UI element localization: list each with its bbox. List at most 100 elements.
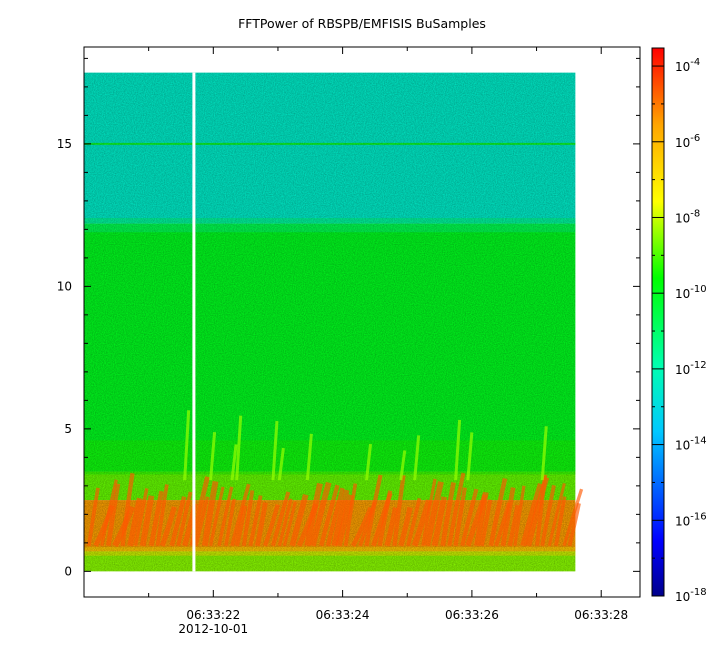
chorus-streak xyxy=(305,433,313,481)
chorus-streak xyxy=(440,482,456,547)
chorus-streak xyxy=(325,487,345,547)
chorus-streak xyxy=(547,483,566,547)
chorus-streak xyxy=(424,481,444,547)
chorus-streak xyxy=(86,487,100,546)
colorbar xyxy=(651,47,665,597)
y-axis: 0 5 10 15 xyxy=(57,57,640,578)
chorus-streak xyxy=(230,483,251,547)
chorus-streak xyxy=(331,489,350,547)
chorus-streak xyxy=(398,506,413,547)
x-tick-label: 06:33:26 xyxy=(445,608,499,622)
chorus-streak xyxy=(289,493,309,547)
chorus-streak xyxy=(365,443,373,481)
chorus-streak xyxy=(235,415,243,481)
chorus-streak xyxy=(431,496,448,547)
chorus-streak xyxy=(133,488,149,547)
chorus-streak xyxy=(100,479,118,547)
chorus-streak xyxy=(567,502,581,547)
chorus-streak xyxy=(377,490,393,547)
chart-title: FFTPower of RBSPB/EMFISIS BuSamples xyxy=(238,16,486,31)
chorus-streak xyxy=(282,501,297,547)
chorus-streak xyxy=(399,450,407,481)
chorus-streak xyxy=(520,483,544,547)
chorus-streak xyxy=(106,483,121,547)
colorbar-tick-label: 10-12 xyxy=(675,360,707,377)
chorus-streak xyxy=(208,486,225,547)
chorus-streak xyxy=(507,504,520,547)
chorus-streak xyxy=(351,506,373,547)
chorus-streak xyxy=(540,484,556,547)
chorus-streak xyxy=(447,472,466,547)
chorus-streak xyxy=(335,494,355,547)
chorus-streak xyxy=(120,472,135,546)
chorus-streak xyxy=(343,483,358,546)
chorus-streak xyxy=(254,502,268,547)
chorus-streak xyxy=(421,478,437,546)
chorus-streak xyxy=(474,491,489,547)
chorus-streak xyxy=(535,474,548,546)
chorus-streak xyxy=(224,498,236,547)
chorus-streak xyxy=(454,419,462,481)
chorus-bursts xyxy=(86,410,584,548)
chorus-streak xyxy=(406,497,422,547)
colorbar-tick-label: 10-4 xyxy=(675,57,700,74)
colorbar-tick-label: 10-10 xyxy=(675,284,707,301)
x-tick-label: 06:33:22 xyxy=(186,608,240,622)
chorus-streak xyxy=(217,486,234,547)
chorus-streak xyxy=(139,495,155,547)
y-tick-label: 15 xyxy=(57,137,72,151)
y-tick-label: 10 xyxy=(57,279,72,293)
chorus-streak xyxy=(540,426,548,481)
colorbar-tick-label: 10-16 xyxy=(675,511,707,528)
chorus-streak xyxy=(169,496,187,547)
chorus-streak xyxy=(194,496,210,547)
chorus-streak xyxy=(155,484,169,546)
chorus-streak xyxy=(271,491,291,547)
colorbar-tick-label: 10-14 xyxy=(675,436,707,453)
chorus-streak xyxy=(411,499,432,547)
chorus-streak xyxy=(230,444,238,481)
y-tick-label: 5 xyxy=(64,422,72,436)
chorus-streak xyxy=(554,496,567,547)
chorus-streak xyxy=(277,447,285,481)
chorus-streak xyxy=(488,477,508,547)
chorus-streak xyxy=(234,505,248,547)
chorus-streak xyxy=(364,474,383,547)
chorus-streak xyxy=(159,506,177,547)
chorus-streak xyxy=(319,484,340,547)
x-axis-date-label: 2012-10-01 xyxy=(178,622,248,636)
chorus-streak xyxy=(148,490,164,547)
chorus-streak xyxy=(479,499,493,547)
x-axis: 06:33:22 06:33:24 06:33:26 06:33:28 xyxy=(83,47,628,622)
x-tick-label: 06:33:24 xyxy=(316,608,370,622)
x-tick-label: 06:33:28 xyxy=(574,608,628,622)
colorbar-tick-label: 10-8 xyxy=(675,208,700,225)
chorus-streak xyxy=(310,481,332,547)
chorus-streak xyxy=(392,475,406,546)
chorus-streak xyxy=(304,482,323,547)
chorus-streak xyxy=(183,410,191,481)
chorus-streak xyxy=(209,432,217,481)
y-tick-label: 0 xyxy=(64,564,72,578)
colorbar-tick-label: 10-18 xyxy=(675,587,707,604)
chorus-streak xyxy=(466,432,474,481)
chorus-streak xyxy=(201,480,219,547)
chorus-streak xyxy=(241,490,255,546)
data-gap xyxy=(192,72,196,572)
chorus-streak xyxy=(127,497,143,547)
chorus-streak xyxy=(176,491,193,547)
chorus-streak xyxy=(271,420,279,481)
chorus-streak xyxy=(460,488,479,547)
chorus-streak xyxy=(500,487,516,547)
chorus-streak xyxy=(413,435,421,481)
chorus-streak xyxy=(277,498,293,547)
chorus-streak xyxy=(263,504,280,547)
plot-frame xyxy=(83,46,641,598)
chorus-streak xyxy=(384,507,399,547)
chorus-streak xyxy=(248,495,263,547)
colorbar-ticks: 10-4 10-6 10-8 10-10 10-12 10-14 10-16 10-18 xyxy=(652,57,707,604)
chorus-streak xyxy=(513,485,526,546)
colorbar-tick-label: 10-6 xyxy=(675,133,700,150)
chorus-streak xyxy=(453,487,467,547)
